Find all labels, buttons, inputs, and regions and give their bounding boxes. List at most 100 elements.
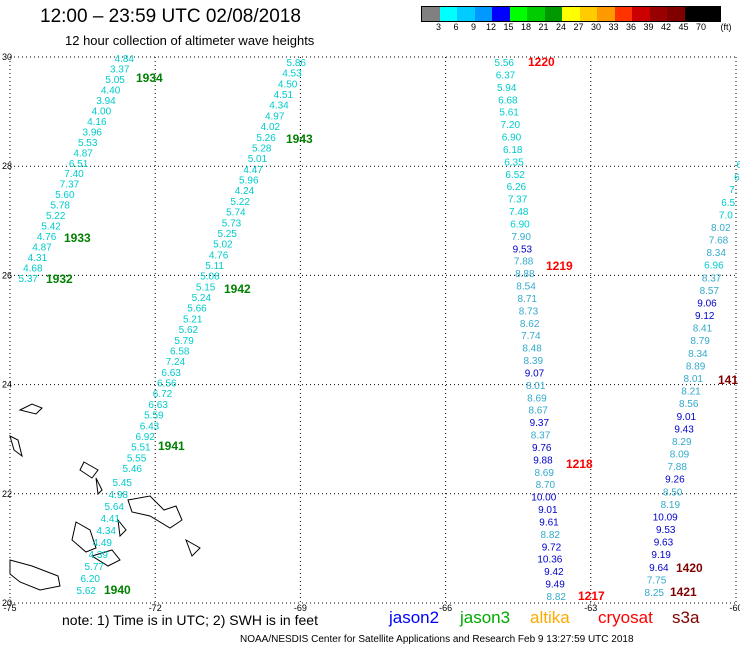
track-time-label: 1420 [676,561,703,575]
wave-height-value: 5.21 [183,314,203,325]
legend-swatch [632,7,650,21]
wave-height-value: 5.26 [256,133,276,144]
wave-height-value: 5.42 [41,222,61,233]
wave-height-value: 6.63 [148,400,168,411]
wave-height-value: 6.90 [510,219,530,230]
wave-height-value: 9.43 [674,424,694,435]
wave-height-value: 4.97 [265,111,285,122]
legend-swatch [562,7,580,21]
track-time-label: 1942 [224,282,251,296]
wave-height-value: 4.84 [115,54,135,65]
wave-height-value: 5.28 [252,143,272,154]
wave-height-value: 6 [734,173,740,184]
wave-height-value: 8.73 [519,306,539,317]
track-time-label: 1932 [46,272,73,286]
wave-height-value: 5.94 [497,83,517,94]
track-time-label: 1217 [578,589,605,603]
wave-height-value: 8.67 [528,406,548,417]
wave-height-value: 4.02 [261,122,281,133]
wave-height-value: 6.35 [504,157,524,168]
wave-height-value: 6.58 [170,346,190,357]
track-time-label: 1421 [670,585,697,599]
legend-swatch [702,7,720,21]
wave-height-value: 8.37 [531,431,551,442]
wave-height-value: 8.34 [688,349,708,360]
wave-height-value: 4.24 [235,186,255,197]
legend-label: 18 [520,22,532,32]
wave-height-value: 5.61 [499,108,519,119]
wave-height-value: 8.39 [524,356,544,367]
wave-height-value: 6.68 [498,95,518,106]
mission-label-jason3: jason3 [460,608,511,627]
wave-height-value: 8.71 [518,294,538,305]
color-scale-legend [421,6,721,22]
legend-label: 45 [678,22,689,32]
wave-height-value: 4.34 [97,526,117,537]
wave-height-value: 9.01 [677,412,697,423]
wave-height-value: 8.19 [661,500,681,511]
legend-label: 39 [643,22,654,32]
wave-height-value: 5.73 [222,218,242,229]
wave-height-value: 5.62 [77,586,97,597]
wave-height-value: 7. [729,185,737,196]
legend-label: 12 [485,22,497,32]
wave-height-value: 3.96 [83,127,103,138]
legend-label: 15 [503,22,514,32]
wave-height-value: 5.05 [105,75,125,86]
landmass-outline [18,403,43,415]
wave-height-value: 5.01 [248,154,268,165]
wave-height-value: 6.43 [140,421,160,432]
legend-label: 24 [555,22,567,32]
landmass-outline [71,521,97,553]
wave-height-value: 5.62 [179,325,199,336]
wave-height-value: 3.94 [96,96,116,107]
wave-height-value: 6.90 [502,133,522,144]
track-time-label: 1933 [64,231,91,245]
legend-swatch [492,7,510,21]
lat-tick-label: 20 [2,598,12,608]
legend-swatch [614,7,632,21]
wave-height-value: 5.79 [174,336,194,347]
wave-height-value: 8.70 [536,480,556,491]
wave-height-value: 6.5 [721,198,735,209]
wave-height-value: 8.34 [706,248,726,259]
wave-height-value: 9.88 [533,455,553,466]
wave-height-value: 4.51 [274,90,294,101]
lat-tick-label: 24 [2,380,12,390]
footnote: note: 1) Time is in UTC; 2) SWH is in fe… [62,612,318,628]
wave-height-value: 7.40 [64,169,84,180]
wave-height-value: 8.09 [670,450,690,461]
lat-tick-label: 22 [2,489,12,499]
lon-tick-label: -63 [584,603,597,613]
wave-height-value: 7.68 [709,236,729,247]
wave-height-value: 5.86 [287,58,307,69]
wave-height-value: 8.62 [520,319,540,330]
wave-height-value: 4.76 [37,232,57,243]
map-subtitle: 12 hour collection of altimeter wave hei… [65,33,315,48]
wave-height-value: 3.37 [110,64,130,75]
wave-height-value: 9.72 [542,542,562,553]
wave-height-value: 7.90 [511,232,531,243]
wave-height-value: 8.29 [672,437,692,448]
landmass-outline [79,461,99,479]
landmass-outline [9,559,61,591]
legend-swatch [649,7,667,21]
wave-height-value: 9.76 [532,443,552,454]
legend-swatch [667,7,685,21]
wave-height-value: 8.50 [663,487,683,498]
wave-height-value: 4.34 [269,101,289,112]
wave-height-value: 4.47 [243,165,263,176]
wave-height-value: 9.64 [649,563,669,574]
legend-label: 30 [590,22,602,32]
landmass-outline [117,518,127,538]
lat-tick-label: 26 [2,270,12,280]
track-time-label: 1220 [528,55,555,69]
wave-height-value: 5.78 [51,201,71,212]
mission-label-cryosat: cryosat [598,608,653,627]
wave-height-value: 8.69 [534,468,554,479]
wave-height-value: 5.11 [205,261,224,272]
legend-swatch [597,7,615,21]
track-time-label: 1941 [158,439,185,453]
